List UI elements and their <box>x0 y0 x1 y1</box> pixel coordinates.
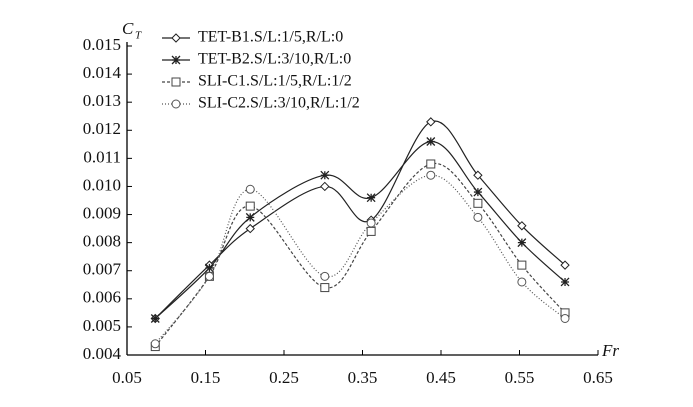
y-tick-label: 0.009 <box>83 203 121 222</box>
marker <box>517 260 527 270</box>
marker <box>150 314 160 323</box>
x-tick-label: 0.05 <box>112 368 142 387</box>
x-tick-label: 0.45 <box>426 368 456 387</box>
y-tick-label: 0.012 <box>83 119 121 138</box>
legend-item: TET-B1.S/L:1/5,R/L:0 <box>162 29 343 46</box>
marker <box>517 238 527 248</box>
y-tick-label: 0.013 <box>83 91 121 110</box>
marker <box>320 170 330 180</box>
marker <box>560 260 570 270</box>
marker <box>320 283 330 293</box>
marker <box>517 277 527 287</box>
marker <box>150 339 160 349</box>
legend-marker <box>171 99 181 109</box>
series-line <box>154 140 566 319</box>
marker <box>426 159 436 169</box>
legend-label: SLI-C2.S/L:3/10,R/L:1/2 <box>198 95 360 112</box>
marker <box>473 212 483 222</box>
legend-marker <box>171 55 181 65</box>
marker <box>204 271 214 281</box>
legend-item: SLI-C1.S/L:1/5,R/L:1/2 <box>162 73 352 90</box>
marker <box>473 198 483 208</box>
x-tick-label: 0.15 <box>191 368 221 387</box>
x-tick-label: 0.35 <box>348 368 378 387</box>
series-line <box>154 120 566 319</box>
marker <box>473 187 483 197</box>
y-tick-label: 0.015 <box>83 35 121 54</box>
marker <box>366 218 376 228</box>
x-axis-label: Fr <box>601 341 619 360</box>
marker <box>426 170 436 180</box>
marker <box>204 263 214 273</box>
y-tick-label: 0.006 <box>83 288 121 307</box>
legend-label: SLI-C1.S/L:1/5,R/L:1/2 <box>198 73 352 90</box>
y-tick-label: 0.008 <box>83 232 121 251</box>
y-axis-label: C <box>122 19 134 38</box>
marker <box>245 201 255 211</box>
y-tick-label: 0.014 <box>83 63 122 82</box>
marker <box>473 170 483 180</box>
x-tick-label: 0.55 <box>505 368 535 387</box>
legend-marker <box>171 77 181 87</box>
marker <box>560 313 570 323</box>
marker <box>245 212 255 222</box>
marker <box>245 184 255 194</box>
marker <box>517 221 527 231</box>
marker <box>560 277 570 287</box>
y-tick-label: 0.004 <box>83 344 122 363</box>
series-line <box>154 174 566 345</box>
marker <box>245 223 255 234</box>
legend-marker <box>171 33 181 43</box>
series-line <box>154 162 566 347</box>
x-tick-label: 0.65 <box>583 368 613 387</box>
legend-item: SLI-C2.S/L:3/10,R/L:1/2 <box>162 95 360 112</box>
y-tick-label: 0.007 <box>83 260 122 279</box>
marker <box>366 193 376 203</box>
marker <box>366 226 376 236</box>
legend-label: TET-B1.S/L:1/5,R/L:0 <box>198 29 343 46</box>
marker <box>320 271 330 281</box>
marker <box>426 137 436 146</box>
y-axis-label-subscript: T <box>135 30 142 42</box>
marker <box>320 181 330 192</box>
legend-label: TET-B2.S/L:3/10,R/L:0 <box>198 51 351 68</box>
legend-item: TET-B2.S/L:3/10,R/L:0 <box>162 51 351 68</box>
y-tick-label: 0.005 <box>83 316 121 335</box>
y-tick-label: 0.010 <box>83 175 121 194</box>
marker <box>426 117 436 127</box>
y-tick-label: 0.011 <box>83 147 121 166</box>
x-tick-label: 0.25 <box>269 368 299 387</box>
